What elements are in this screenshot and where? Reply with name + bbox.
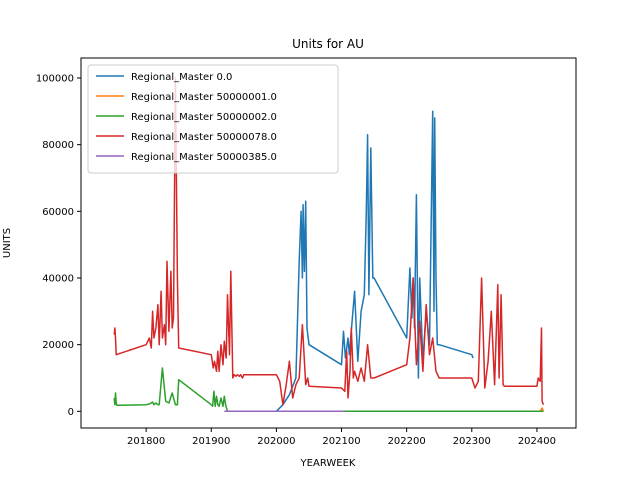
- y-tick-label-0: 0: [68, 407, 74, 418]
- legend-entry-0: Regional_Master 0.0: [131, 72, 232, 83]
- x-tick-label-5: 202300: [453, 436, 491, 447]
- chart-title: Units for AU: [292, 37, 364, 51]
- series-line-3: [113, 77, 545, 406]
- x-tick-label-2: 202000: [257, 436, 295, 447]
- series-line-1: [539, 407, 545, 412]
- legend-entry-4: Regional_Master 50000385.0: [131, 152, 277, 163]
- y-tick-label-5: 100000: [36, 74, 74, 85]
- legend-box: [87, 64, 339, 174]
- legend: Regional_Master 0.0 Regional_Master 50000…: [87, 64, 339, 174]
- y-axis: 0 20000 40000 60000 80000 100000: [36, 74, 81, 418]
- plot-frame: [80, 57, 577, 429]
- plot-lines: [113, 77, 545, 413]
- y-tick-label-4: 80000: [42, 140, 74, 151]
- x-tick-label-4: 202200: [388, 436, 426, 447]
- x-tick-label-0: 201800: [127, 436, 165, 447]
- legend-entry-1: Regional_Master 50000001.0: [131, 92, 277, 103]
- y-tick-label-1: 20000: [42, 340, 74, 351]
- x-tick-label-1: 201900: [192, 436, 230, 447]
- x-axis: 201800 201900 202000 202100 202200 202300 2024…: [127, 428, 556, 447]
- legend-entry-2: Regional_Master 50000002.0: [131, 112, 277, 123]
- y-axis-label: UNITS: [2, 228, 13, 258]
- x-axis-label: YEARWEEK: [300, 458, 356, 469]
- y-tick-label-2: 40000: [42, 274, 74, 285]
- x-tick-label-6: 202400: [518, 436, 556, 447]
- x-tick-label-3: 202100: [322, 436, 360, 447]
- series-line-2: [113, 367, 544, 413]
- y-tick-label-3: 60000: [42, 207, 74, 218]
- legend-entry-3: Regional_Master 50000078.0: [131, 132, 277, 143]
- series-line-0: [275, 110, 474, 412]
